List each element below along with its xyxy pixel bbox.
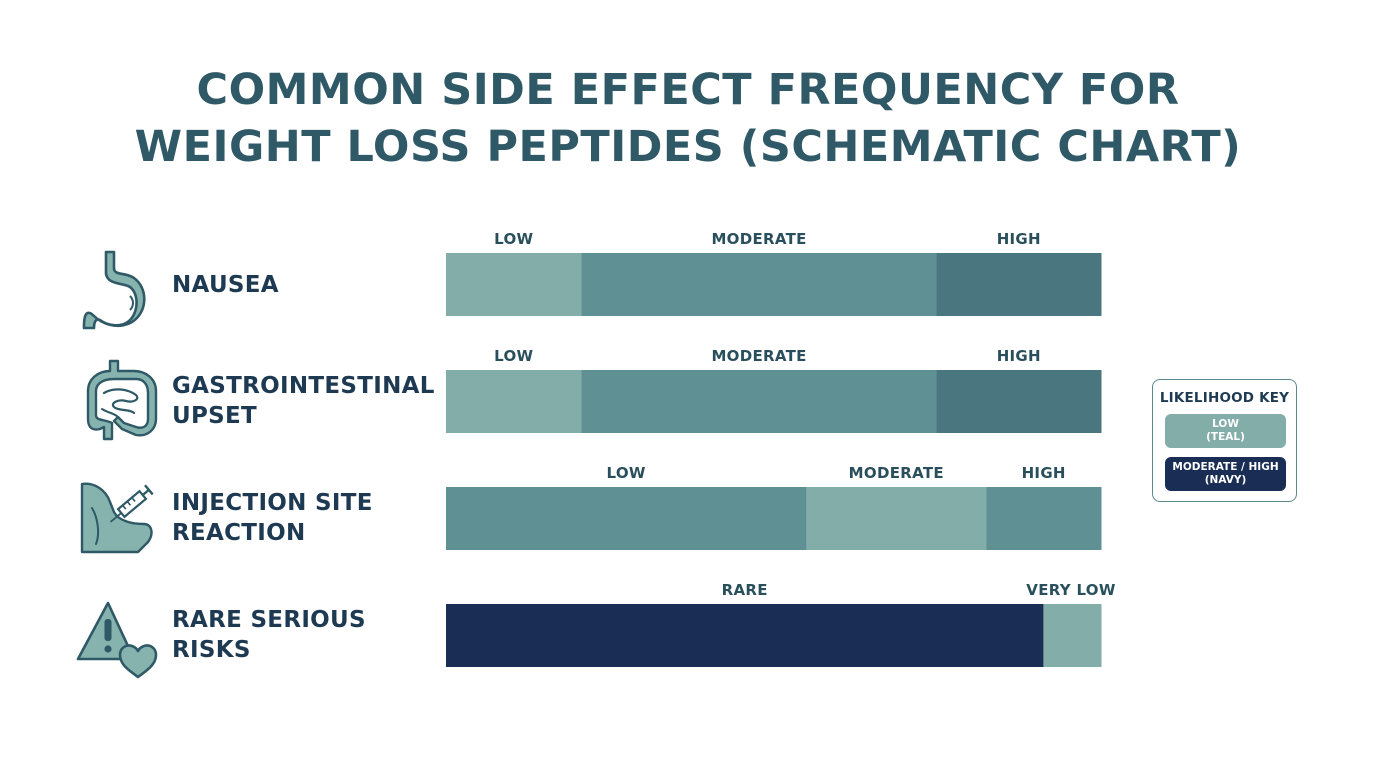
row-label-line: RARE SERIOUS xyxy=(172,607,366,633)
bar-segment-very-low xyxy=(1043,604,1102,667)
row-label-line: RISKS xyxy=(172,637,251,663)
bar-segment-rare xyxy=(446,604,1044,667)
segment-label: MODERATE xyxy=(849,464,944,482)
chart-title-line-2: WEIGHT LOSS PEPTIDES (SCHEMATIC CHART) xyxy=(134,122,1242,172)
row-label-line: GASTROINTESTINAL xyxy=(172,373,435,399)
segment-label: MODERATE xyxy=(711,230,806,248)
bar-segment-high xyxy=(936,370,1102,433)
bar-segment-low xyxy=(446,253,583,316)
row-label: NAUSEA xyxy=(172,270,442,300)
segment-label: LOW xyxy=(494,230,533,248)
segment-label: HIGH xyxy=(1022,464,1066,482)
likelihood-key: LIKELIHOOD KEY LOW (TEAL) MODERATE / HIG… xyxy=(1152,379,1297,502)
row-label: RARE SERIOUS RISKS xyxy=(172,605,442,665)
likelihood-key-title: LIKELIHOOD KEY xyxy=(1159,390,1290,406)
row-label-line: REACTION xyxy=(172,520,306,546)
legend-swatch-low: LOW (TEAL) xyxy=(1165,414,1286,448)
bar-segment-high xyxy=(936,253,1102,316)
bar-segment-high xyxy=(986,487,1102,550)
segment-label: RARE xyxy=(722,581,768,599)
legend-swatch-sublabel: (TEAL) xyxy=(1206,431,1245,443)
segment-label: LOW xyxy=(494,347,533,365)
chart-row-rare-serious-risks: RARE SERIOUS RISKS xyxy=(0,585,1376,685)
warning-heart-icon xyxy=(76,601,158,679)
segment-label: MODERATE xyxy=(711,347,806,365)
legend-swatch-moderate-high: MODERATE / HIGH (NAVY) xyxy=(1165,457,1286,491)
segment-label: VERY LOW xyxy=(1026,581,1116,599)
bar-segment-low xyxy=(446,487,807,550)
bar-segment-moderate xyxy=(581,370,938,433)
bar-segment-low xyxy=(446,370,583,433)
legend-swatch-label: MODERATE / HIGH xyxy=(1172,461,1279,473)
bar-segment-moderate xyxy=(806,487,987,550)
row-label: GASTROINTESTINAL UPSET xyxy=(172,371,442,431)
bar-segment-moderate xyxy=(581,253,938,316)
legend-swatch-sublabel: (NAVY) xyxy=(1204,474,1247,486)
chart-row-injection-site-reaction: INJECTION SITE REACTION xyxy=(0,468,1376,568)
chart-row-gastrointestinal-upset: GASTROINTESTINAL UPSET xyxy=(0,351,1376,451)
chart-row-nausea: NAUSEA xyxy=(0,234,1376,334)
intestines-icon xyxy=(86,359,158,441)
row-label-line: NAUSEA xyxy=(172,272,279,298)
row-label-line: UPSET xyxy=(172,403,257,429)
segment-label: LOW xyxy=(607,464,646,482)
stomach-icon xyxy=(82,250,146,330)
segment-label: HIGH xyxy=(997,230,1041,248)
syringe-arm-icon xyxy=(80,482,154,554)
chart-title-line-1: COMMON SIDE EFFECT FREQUENCY FOR xyxy=(196,65,1180,115)
row-label-line: INJECTION SITE xyxy=(172,490,373,516)
chart-title: COMMON SIDE EFFECT FREQUENCY FOR WEIGHT … xyxy=(0,62,1376,176)
legend-swatch-label: LOW xyxy=(1212,418,1239,430)
row-label: INJECTION SITE REACTION xyxy=(172,488,442,548)
segment-label: HIGH xyxy=(997,347,1041,365)
